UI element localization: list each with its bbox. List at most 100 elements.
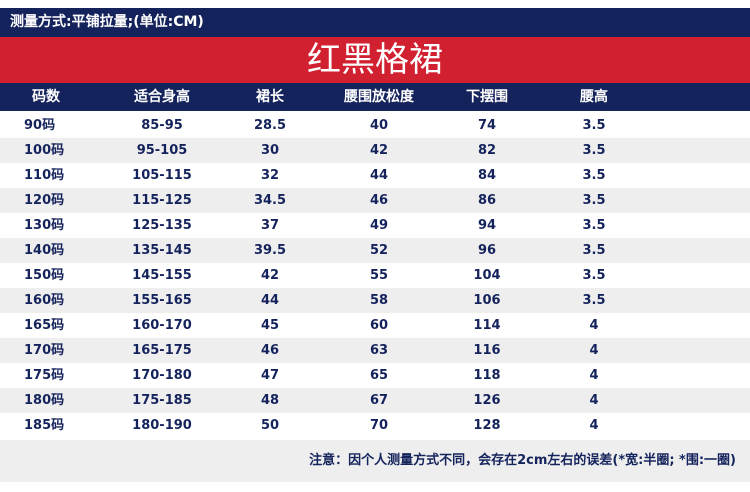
hem-cell: 74 xyxy=(477,118,497,133)
table-header: 码数 适合身高 裙长 腰围放松度 下摆围 腰高 xyxy=(0,83,750,111)
waist-height-cell: 3.5 xyxy=(582,168,606,183)
skirt-length-cell: 50 xyxy=(260,418,280,433)
height-cell: 145-155 xyxy=(132,268,192,283)
waist-cell: 60 xyxy=(369,318,389,333)
waist-height-cell: 3.5 xyxy=(582,268,606,283)
table-row: 160码 155-165 44 58 106 3.5 xyxy=(0,288,750,313)
skirt-length-cell: 32 xyxy=(260,168,280,183)
table-row: 110码 105-115 32 44 84 3.5 xyxy=(0,163,750,188)
size-cell: 170码 xyxy=(24,343,65,358)
table-row: 185码 180-190 50 70 128 4 xyxy=(0,413,750,438)
waist-height-cell: 4 xyxy=(589,318,599,333)
height-cell: 155-165 xyxy=(132,293,192,308)
hem-cell: 116 xyxy=(473,343,501,358)
hem-cell: 128 xyxy=(473,418,501,433)
header-size: 码数 xyxy=(32,89,60,105)
measurement-method-bar: 测量方式:平铺拉量;(单位:CM) xyxy=(0,8,750,37)
header-waist-height: 腰高 xyxy=(580,89,608,105)
table-row: 90码 85-95 28.5 40 74 3.5 xyxy=(0,113,750,138)
waist-height-cell: 3.5 xyxy=(582,218,606,233)
skirt-length-cell: 44 xyxy=(260,293,280,308)
header-hem: 下摆围 xyxy=(466,89,508,105)
waist-cell: 44 xyxy=(369,168,389,183)
size-cell: 185码 xyxy=(24,418,65,433)
size-cell: 140码 xyxy=(24,243,65,258)
size-cell: 165码 xyxy=(24,318,65,333)
skirt-length-cell: 47 xyxy=(260,368,280,383)
height-cell: 105-115 xyxy=(132,168,192,183)
waist-cell: 67 xyxy=(369,393,389,408)
waist-height-cell: 3.5 xyxy=(582,118,606,133)
height-cell: 135-145 xyxy=(132,243,192,258)
hem-cell: 118 xyxy=(473,368,501,383)
hem-cell: 94 xyxy=(477,218,497,233)
table-row: 100码 95-105 30 42 82 3.5 xyxy=(0,138,750,163)
hem-cell: 126 xyxy=(473,393,501,408)
size-cell: 90码 xyxy=(24,118,56,133)
height-cell: 180-190 xyxy=(132,418,192,433)
height-cell: 165-175 xyxy=(132,343,192,358)
size-cell: 100码 xyxy=(24,143,65,158)
size-cell: 120码 xyxy=(24,193,65,208)
skirt-length-cell: 48 xyxy=(260,393,280,408)
waist-height-cell: 3.5 xyxy=(582,293,606,308)
skirt-length-cell: 42 xyxy=(260,268,280,283)
skirt-length-cell: 34.5 xyxy=(253,193,287,208)
skirt-length-cell: 39.5 xyxy=(253,243,287,258)
waist-height-cell: 4 xyxy=(589,418,599,433)
table-row: 150码 145-155 42 55 104 3.5 xyxy=(0,263,750,288)
skirt-length-cell: 37 xyxy=(260,218,280,233)
size-cell: 150码 xyxy=(24,268,65,283)
waist-height-cell: 3.5 xyxy=(582,193,606,208)
size-cell: 110码 xyxy=(24,168,65,183)
waist-cell: 42 xyxy=(369,143,389,158)
skirt-length-cell: 45 xyxy=(260,318,280,333)
waist-cell: 58 xyxy=(369,293,389,308)
table-row: 180码 175-185 48 67 126 4 xyxy=(0,388,750,413)
table-row: 120码 115-125 34.5 46 86 3.5 xyxy=(0,188,750,213)
waist-cell: 55 xyxy=(369,268,389,283)
size-cell: 160码 xyxy=(24,293,65,308)
waist-cell: 65 xyxy=(369,368,389,383)
header-waist: 腰围放松度 xyxy=(344,89,414,105)
waist-height-cell: 3.5 xyxy=(582,243,606,258)
table-row: 130码 125-135 37 49 94 3.5 xyxy=(0,213,750,238)
skirt-length-cell: 30 xyxy=(260,143,280,158)
waist-height-cell: 4 xyxy=(589,393,599,408)
hem-cell: 82 xyxy=(477,143,497,158)
size-cell: 130码 xyxy=(24,218,65,233)
size-cell: 180码 xyxy=(24,393,65,408)
height-cell: 95-105 xyxy=(136,143,188,158)
waist-height-cell: 4 xyxy=(589,368,599,383)
table-row: 140码 135-145 39.5 52 96 3.5 xyxy=(0,238,750,263)
hem-cell: 114 xyxy=(473,318,501,333)
waist-cell: 49 xyxy=(369,218,389,233)
size-cell: 175码 xyxy=(24,368,65,383)
height-cell: 170-180 xyxy=(132,368,192,383)
hem-cell: 106 xyxy=(473,293,501,308)
hem-cell: 104 xyxy=(473,268,501,283)
header-skirt-length: 裙长 xyxy=(256,89,284,105)
height-cell: 175-185 xyxy=(132,393,192,408)
height-cell: 115-125 xyxy=(132,193,192,208)
skirt-length-cell: 46 xyxy=(260,343,280,358)
waist-height-cell: 3.5 xyxy=(582,143,606,158)
waist-height-cell: 4 xyxy=(589,343,599,358)
waist-cell: 52 xyxy=(369,243,389,258)
height-cell: 125-135 xyxy=(132,218,192,233)
header-height: 适合身高 xyxy=(134,89,190,105)
table-row: 170码 165-175 46 63 116 4 xyxy=(0,338,750,363)
waist-cell: 70 xyxy=(369,418,389,433)
table-row: 175码 170-180 47 65 118 4 xyxy=(0,363,750,388)
hem-cell: 86 xyxy=(477,193,497,208)
product-title: 红黑格裙 xyxy=(0,37,750,83)
height-cell: 85-95 xyxy=(141,118,183,133)
table-row: 165码 160-170 45 60 114 4 xyxy=(0,313,750,338)
height-cell: 160-170 xyxy=(132,318,192,333)
skirt-length-cell: 28.5 xyxy=(253,118,287,133)
hem-cell: 84 xyxy=(477,168,497,183)
waist-cell: 63 xyxy=(369,343,389,358)
waist-cell: 46 xyxy=(369,193,389,208)
hem-cell: 96 xyxy=(477,243,497,258)
